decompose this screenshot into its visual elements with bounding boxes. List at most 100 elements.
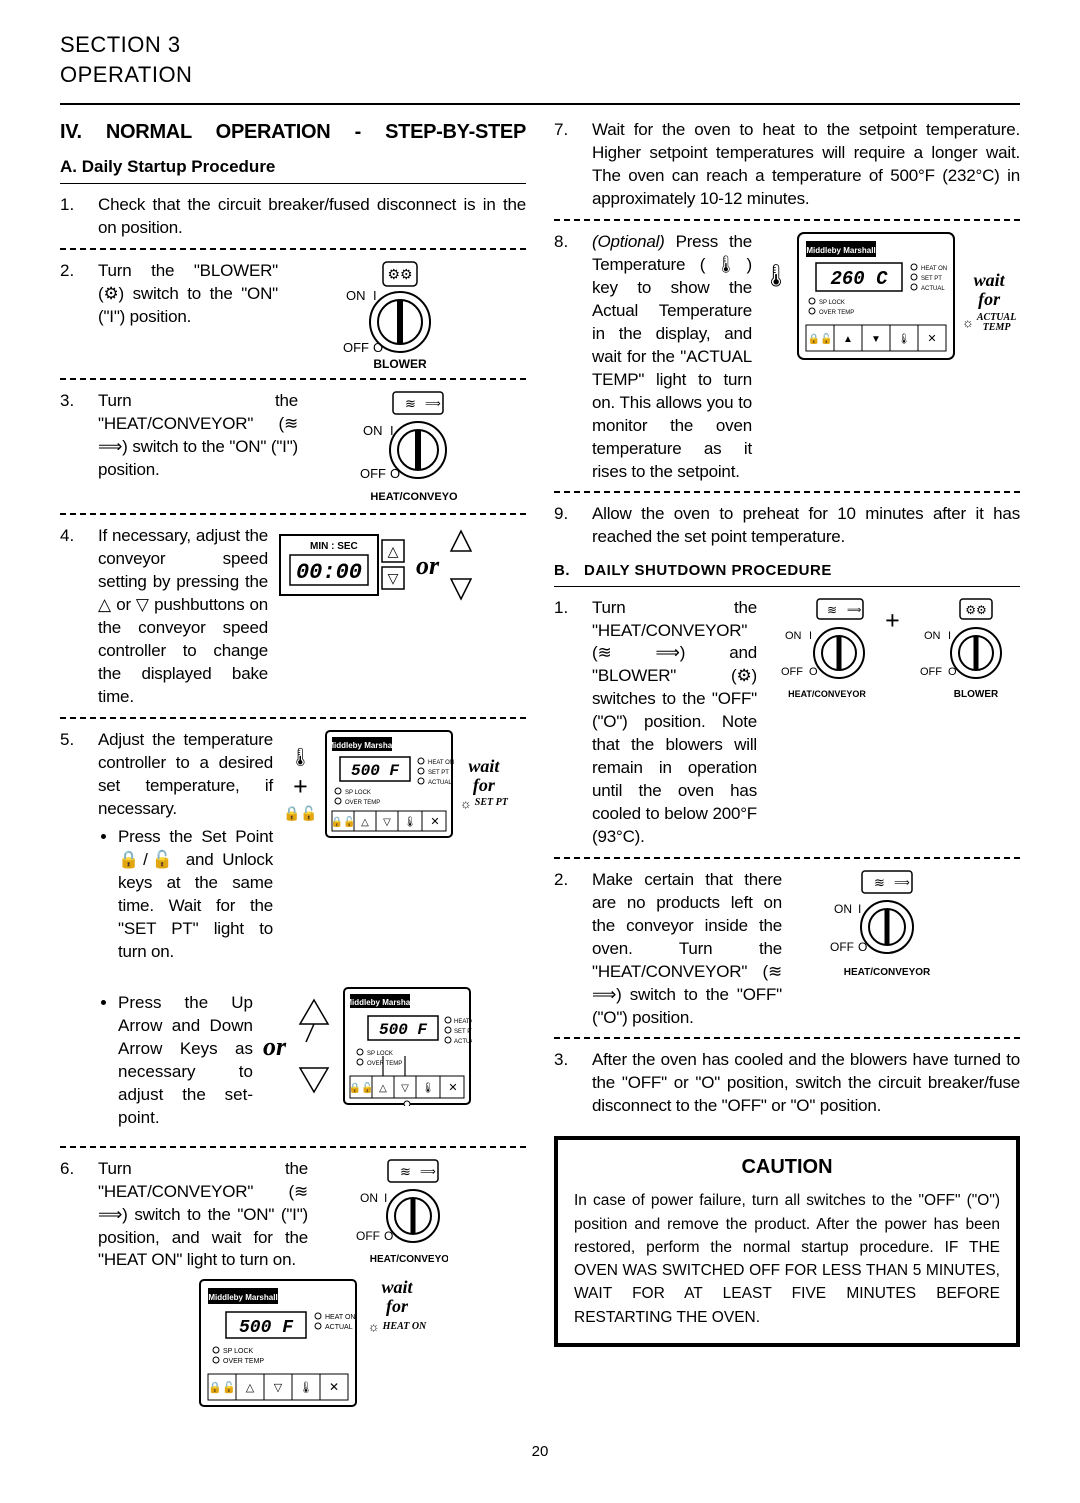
svg-text:BLOWER: BLOWER <box>954 689 999 700</box>
step8-text: Press the Temperature (🌡) key to show th… <box>592 232 752 480</box>
svg-text:00:00: 00:00 <box>296 560 362 585</box>
divider <box>554 857 1020 859</box>
svg-text:O: O <box>948 666 957 678</box>
svg-text:I: I <box>809 630 812 642</box>
svg-text:SET PT: SET PT <box>454 1029 472 1035</box>
svg-text:OFF: OFF <box>360 466 386 481</box>
svg-text:Middleby Marshall: Middleby Marshall <box>208 1293 277 1302</box>
heat-conveyor-switch-figure: ≋ ⟹ ONI OFFO HEAT/CONVEYOR <box>308 390 458 505</box>
svg-text:ON: ON <box>834 902 852 916</box>
svg-text:▽: ▽ <box>388 570 399 586</box>
step2-text: Turn the "BLOWER" (⚙) switch to the "ON"… <box>98 260 278 329</box>
svg-text:≋: ≋ <box>405 396 416 411</box>
section-line2: OPERATION <box>60 60 1020 90</box>
svg-text:SET PT: SET PT <box>428 770 449 776</box>
blower-switch-figure: ⚙⚙ ONI OFFO BLOWER <box>288 260 438 370</box>
subtitle-a: A. Daily Startup Procedure <box>60 156 526 184</box>
step9-text: Allow the oven to preheat for 10 minutes… <box>592 503 1020 549</box>
svg-text:SP LOCK: SP LOCK <box>819 300 845 306</box>
svg-text:⟹: ⟹ <box>847 605 861 616</box>
page-number: 20 <box>60 1442 1020 1462</box>
divider <box>60 248 526 250</box>
svg-text:ON: ON <box>360 1191 378 1205</box>
svg-text:SP LOCK: SP LOCK <box>223 1348 254 1355</box>
svg-text:SP LOCK: SP LOCK <box>367 1051 393 1057</box>
svg-text:🔒🔓: 🔒🔓 <box>807 332 832 345</box>
caution-box: CAUTION In case of power failure, turn a… <box>554 1136 1020 1347</box>
divider <box>60 1146 526 1148</box>
divider <box>554 219 1020 221</box>
svg-text:🔒🔓: 🔒🔓 <box>330 815 355 828</box>
svg-text:🌡: 🌡 <box>898 333 911 345</box>
startup-step-7: Wait for the oven to heat to the setpoin… <box>554 119 1020 211</box>
svg-text:ACTUAL: ACTUAL <box>454 1039 472 1045</box>
svg-text:△: △ <box>388 543 399 559</box>
actual-temp-figure: 🌡 Middleby Marshall 260 C HEAT ON SET PT… <box>762 231 1016 361</box>
svg-text:O: O <box>390 466 400 481</box>
svg-text:HEAT/CONVEYOR: HEAT/CONVEYOR <box>370 491 458 503</box>
step1-text: Check that the circuit breaker/fused dis… <box>98 194 526 240</box>
svg-text:O: O <box>384 1229 393 1243</box>
svg-text:✕: ✕ <box>449 1082 458 1094</box>
svg-text:O: O <box>809 666 818 678</box>
svg-text:260 C: 260 C <box>830 268 888 290</box>
svg-text:500 F: 500 F <box>379 1021 427 1039</box>
or-label: or <box>416 548 439 583</box>
heat-conveyor-off-figure: ≋⟹ ONI OFFO HEAT/CONVEYOR <box>792 869 932 984</box>
temp-controller-figure-1: 🌡 + 🔒🔓 Middleby Marshall 500 F <box>283 729 508 839</box>
divider <box>554 1037 1020 1039</box>
svg-text:✕: ✕ <box>927 333 936 345</box>
section-line1: SECTION 3 <box>60 30 1020 60</box>
step6-text: Turn the "HEAT/CONVEYOR" (≋ ⟹) switch to… <box>98 1158 308 1273</box>
content-columns: IV. NORMAL OPERATION - STEP-BY-STEP A. D… <box>60 119 1020 1414</box>
svg-text:OVER TEMP: OVER TEMP <box>345 800 380 806</box>
svg-text:🌡: 🌡 <box>422 1082 435 1094</box>
svg-text:Middleby Marshall: Middleby Marshall <box>806 246 875 255</box>
svg-text:500 F: 500 F <box>239 1318 294 1338</box>
svg-text:✕: ✕ <box>329 1380 339 1394</box>
divider <box>554 491 1020 493</box>
svg-text:SET PT: SET PT <box>921 276 942 282</box>
svg-text:HEAT ON: HEAT ON <box>325 1314 355 1321</box>
svg-text:HEAT/CONVEYOR: HEAT/CONVEYOR <box>788 689 866 699</box>
startup-step-5: Adjust the temperature controller to a d… <box>60 729 526 1138</box>
svg-text:▽: ▽ <box>273 1382 282 1394</box>
svg-text:BLOWER: BLOWER <box>373 357 427 370</box>
svg-text:MIN : SEC: MIN : SEC <box>310 541 358 552</box>
svg-text:≋: ≋ <box>400 1164 411 1179</box>
svg-text:⚙⚙: ⚙⚙ <box>965 603 987 617</box>
shutdown3-text: After the oven has cooled and the blower… <box>592 1049 1020 1118</box>
divider <box>60 513 526 515</box>
svg-text:I: I <box>858 902 861 916</box>
svg-text:▲: ▲ <box>843 334 853 345</box>
step5-bullet2: Press the Up Arrow and Down Arrow Keys a… <box>118 992 253 1130</box>
svg-text:SP LOCK: SP LOCK <box>345 790 371 796</box>
svg-text:HEAT ON: HEAT ON <box>454 1019 472 1025</box>
svg-text:OVER TEMP: OVER TEMP <box>367 1061 402 1067</box>
left-column: IV. NORMAL OPERATION - STEP-BY-STEP A. D… <box>60 119 526 1414</box>
shutdown-step-1: Turn the "HEAT/CONVEYOR" (≋ ⟹) and "BLOW… <box>554 597 1020 849</box>
step5-intro: Adjust the temperature controller to a d… <box>98 730 273 818</box>
startup-step-1: Check that the circuit breaker/fused dis… <box>60 194 526 240</box>
svg-text:OFF: OFF <box>830 940 854 954</box>
svg-text:ON: ON <box>924 630 941 642</box>
step4-text: If necessary, adjust the conveyor speed … <box>98 525 268 709</box>
caution-title: CAUTION <box>574 1154 1000 1181</box>
step5-bullet1: Press the Set Point 🔒/🔓 and Unlock keys … <box>118 826 273 964</box>
svg-text:▽: ▽ <box>383 817 391 828</box>
svg-text:OFF: OFF <box>356 1229 380 1243</box>
dual-switch-figure: ≋⟹ ONI OFFO HEAT/CONVEYOR + ⚙⚙ <box>767 597 1008 717</box>
svg-text:▼: ▼ <box>871 334 881 345</box>
svg-text:OFF: OFF <box>920 666 942 678</box>
svg-text:O: O <box>858 940 867 954</box>
svg-text:⚙⚙: ⚙⚙ <box>387 266 412 282</box>
svg-text:ON: ON <box>785 630 802 642</box>
svg-text:✕: ✕ <box>430 816 439 828</box>
svg-text:I: I <box>384 1191 387 1205</box>
temp-controller-figure-2: or Middleby Marshall <box>263 986 472 1106</box>
shutdown1-text: Turn the "HEAT/CONVEYOR" (≋ ⟹) and "BLOW… <box>592 597 757 849</box>
startup-step-3: Turn the "HEAT/CONVEYOR" (≋ ⟹) switch to… <box>60 390 526 505</box>
shutdown-step-2: Make certain that there are no products … <box>554 869 1020 1030</box>
caution-body: In case of power failure, turn all switc… <box>574 1189 1000 1329</box>
svg-text:OFF: OFF <box>781 666 803 678</box>
